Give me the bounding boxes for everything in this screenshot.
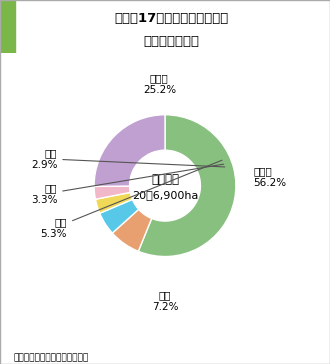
- Wedge shape: [95, 193, 132, 213]
- Wedge shape: [112, 209, 152, 251]
- Text: 福岡
7.2%: 福岡 7.2%: [152, 290, 178, 312]
- Wedge shape: [94, 186, 130, 199]
- Wedge shape: [138, 115, 236, 257]
- Text: 北海道
56.2%: 北海道 56.2%: [254, 166, 287, 188]
- Text: 20万6,900ha: 20万6,900ha: [132, 190, 198, 200]
- Text: 佐賀
5.3%: 佐賀 5.3%: [41, 160, 222, 239]
- Wedge shape: [100, 199, 139, 233]
- Wedge shape: [94, 115, 165, 186]
- Text: 群馬
2.9%: 群馬 2.9%: [31, 148, 225, 170]
- Text: 都道府県別割合: 都道府県別割合: [144, 35, 200, 48]
- Text: 資料：農林水産省「作物統計」: 資料：農林水産省「作物統計」: [13, 353, 88, 362]
- Text: その他
25.2%: その他 25.2%: [143, 73, 176, 95]
- Bar: [0, 0, 15, 53]
- Text: 図２－17　小麦の作付面積の: 図２－17 小麦の作付面積の: [115, 12, 229, 25]
- Text: 作付面積: 作付面積: [151, 174, 179, 186]
- Text: 滋賀
3.3%: 滋賀 3.3%: [31, 164, 224, 205]
